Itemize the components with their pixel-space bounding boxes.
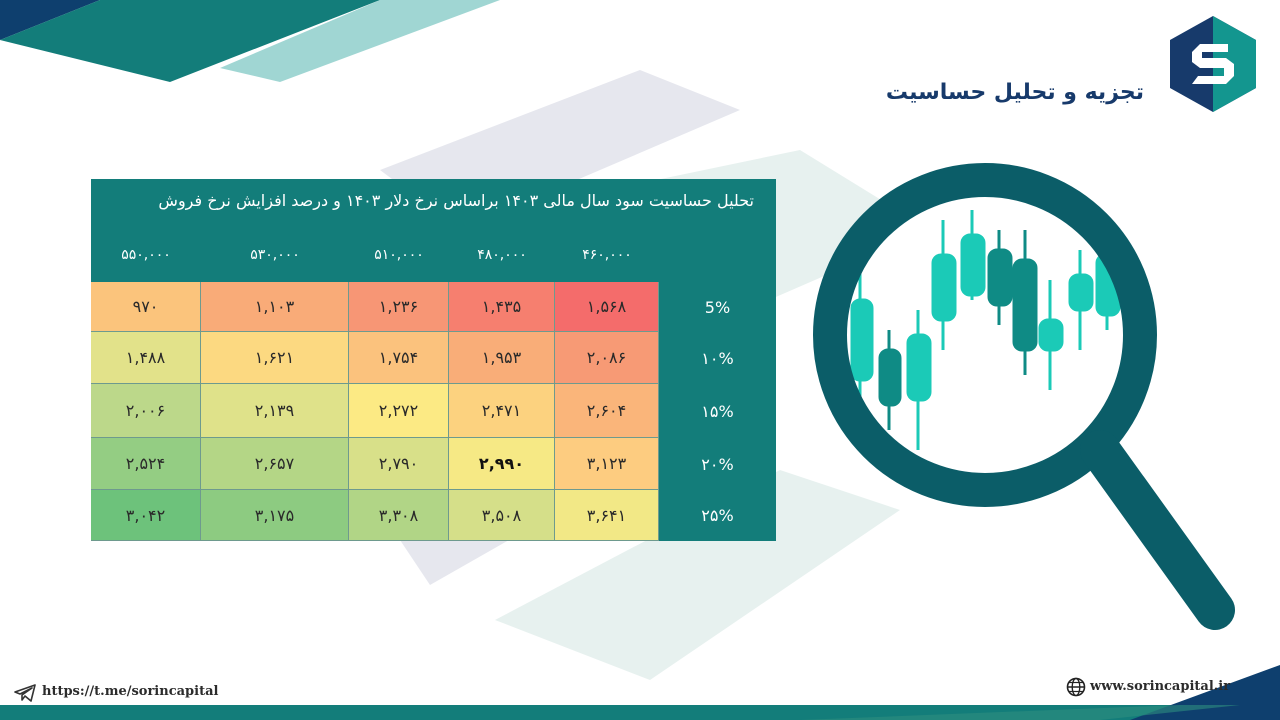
table-cell: ۲,۹۹۰ bbox=[449, 438, 555, 490]
telegram-link[interactable]: https://t.me/sorincapital bbox=[42, 684, 219, 699]
table-cell: ۱,۷۵۴ bbox=[349, 332, 449, 384]
table-cell: ۱,۵۶۸ bbox=[555, 282, 659, 332]
table-cell: ۱,۴۸۸ bbox=[91, 332, 201, 384]
table-cell: ۱,۱۰۳ bbox=[201, 282, 349, 332]
table-cell: ۱,۴۳۵ bbox=[449, 282, 555, 332]
table-caption: تحلیل حساسیت سود سال مالی ۱۴۰۳ براساس نر… bbox=[158, 191, 754, 210]
table-cell: ۳,۵۰۸ bbox=[449, 490, 555, 541]
row-label: ۱۰% bbox=[701, 348, 734, 368]
globe-icon bbox=[1066, 677, 1086, 697]
row-label: ۲۰% bbox=[701, 454, 734, 474]
row-label: ۱۵% bbox=[701, 401, 734, 421]
table-cell: ۱,۲۳۶ bbox=[349, 282, 449, 332]
table-cell: ۳,۳۰۸ bbox=[349, 490, 449, 541]
table-cell: ۳,۰۴۲ bbox=[91, 490, 201, 541]
table-cell: ۲,۷۹۰ bbox=[349, 438, 449, 490]
sensitivity-table: تحلیل حساسیت سود سال مالی ۱۴۰۳ براساس نر… bbox=[91, 179, 776, 541]
table-cell: ۹۷۰ bbox=[91, 282, 201, 332]
column-header: ۵۵۰,۰۰۰ bbox=[121, 247, 171, 263]
column-header: ۴۸۰,۰۰۰ bbox=[477, 247, 527, 263]
website-link[interactable]: www.sorincapital.ir bbox=[1090, 679, 1231, 694]
column-header: ۵۱۰,۰۰۰ bbox=[374, 247, 424, 263]
table-cell: ۲,۱۳۹ bbox=[201, 384, 349, 438]
table-cell: ۲,۵۲۴ bbox=[91, 438, 201, 490]
table-cell: ۲,۲۷۲ bbox=[349, 384, 449, 438]
table-cell: ۲,۰۸۶ bbox=[555, 332, 659, 384]
table-cell: ۱,۹۵۳ bbox=[449, 332, 555, 384]
column-header: ۵۳۰,۰۰۰ bbox=[250, 247, 300, 263]
table-cell: ۳,۶۴۱ bbox=[555, 490, 659, 541]
row-label: ۲۵% bbox=[701, 506, 734, 525]
column-header: ۴۶۰,۰۰۰ bbox=[582, 247, 632, 263]
table-cell: ۲,۶۵۷ bbox=[201, 438, 349, 490]
row-label: 5% bbox=[704, 297, 731, 317]
table-cell: ۱,۶۲۱ bbox=[201, 332, 349, 384]
table-cell: ۳,۱۲۳ bbox=[555, 438, 659, 490]
telegram-icon bbox=[14, 684, 36, 702]
table-cell: ۲,۴۷۱ bbox=[449, 384, 555, 438]
table-cell: ۲,۰۰۶ bbox=[91, 384, 201, 438]
magnifying-glass-candlestick-icon bbox=[813, 163, 1235, 630]
table-cell: ۳,۱۷۵ bbox=[201, 490, 349, 541]
page-title: تجزیه و تحلیل حساسیت bbox=[885, 80, 1144, 105]
table-cell: ۲,۶۰۴ bbox=[555, 384, 659, 438]
sorin-logo-icon bbox=[1170, 16, 1256, 112]
